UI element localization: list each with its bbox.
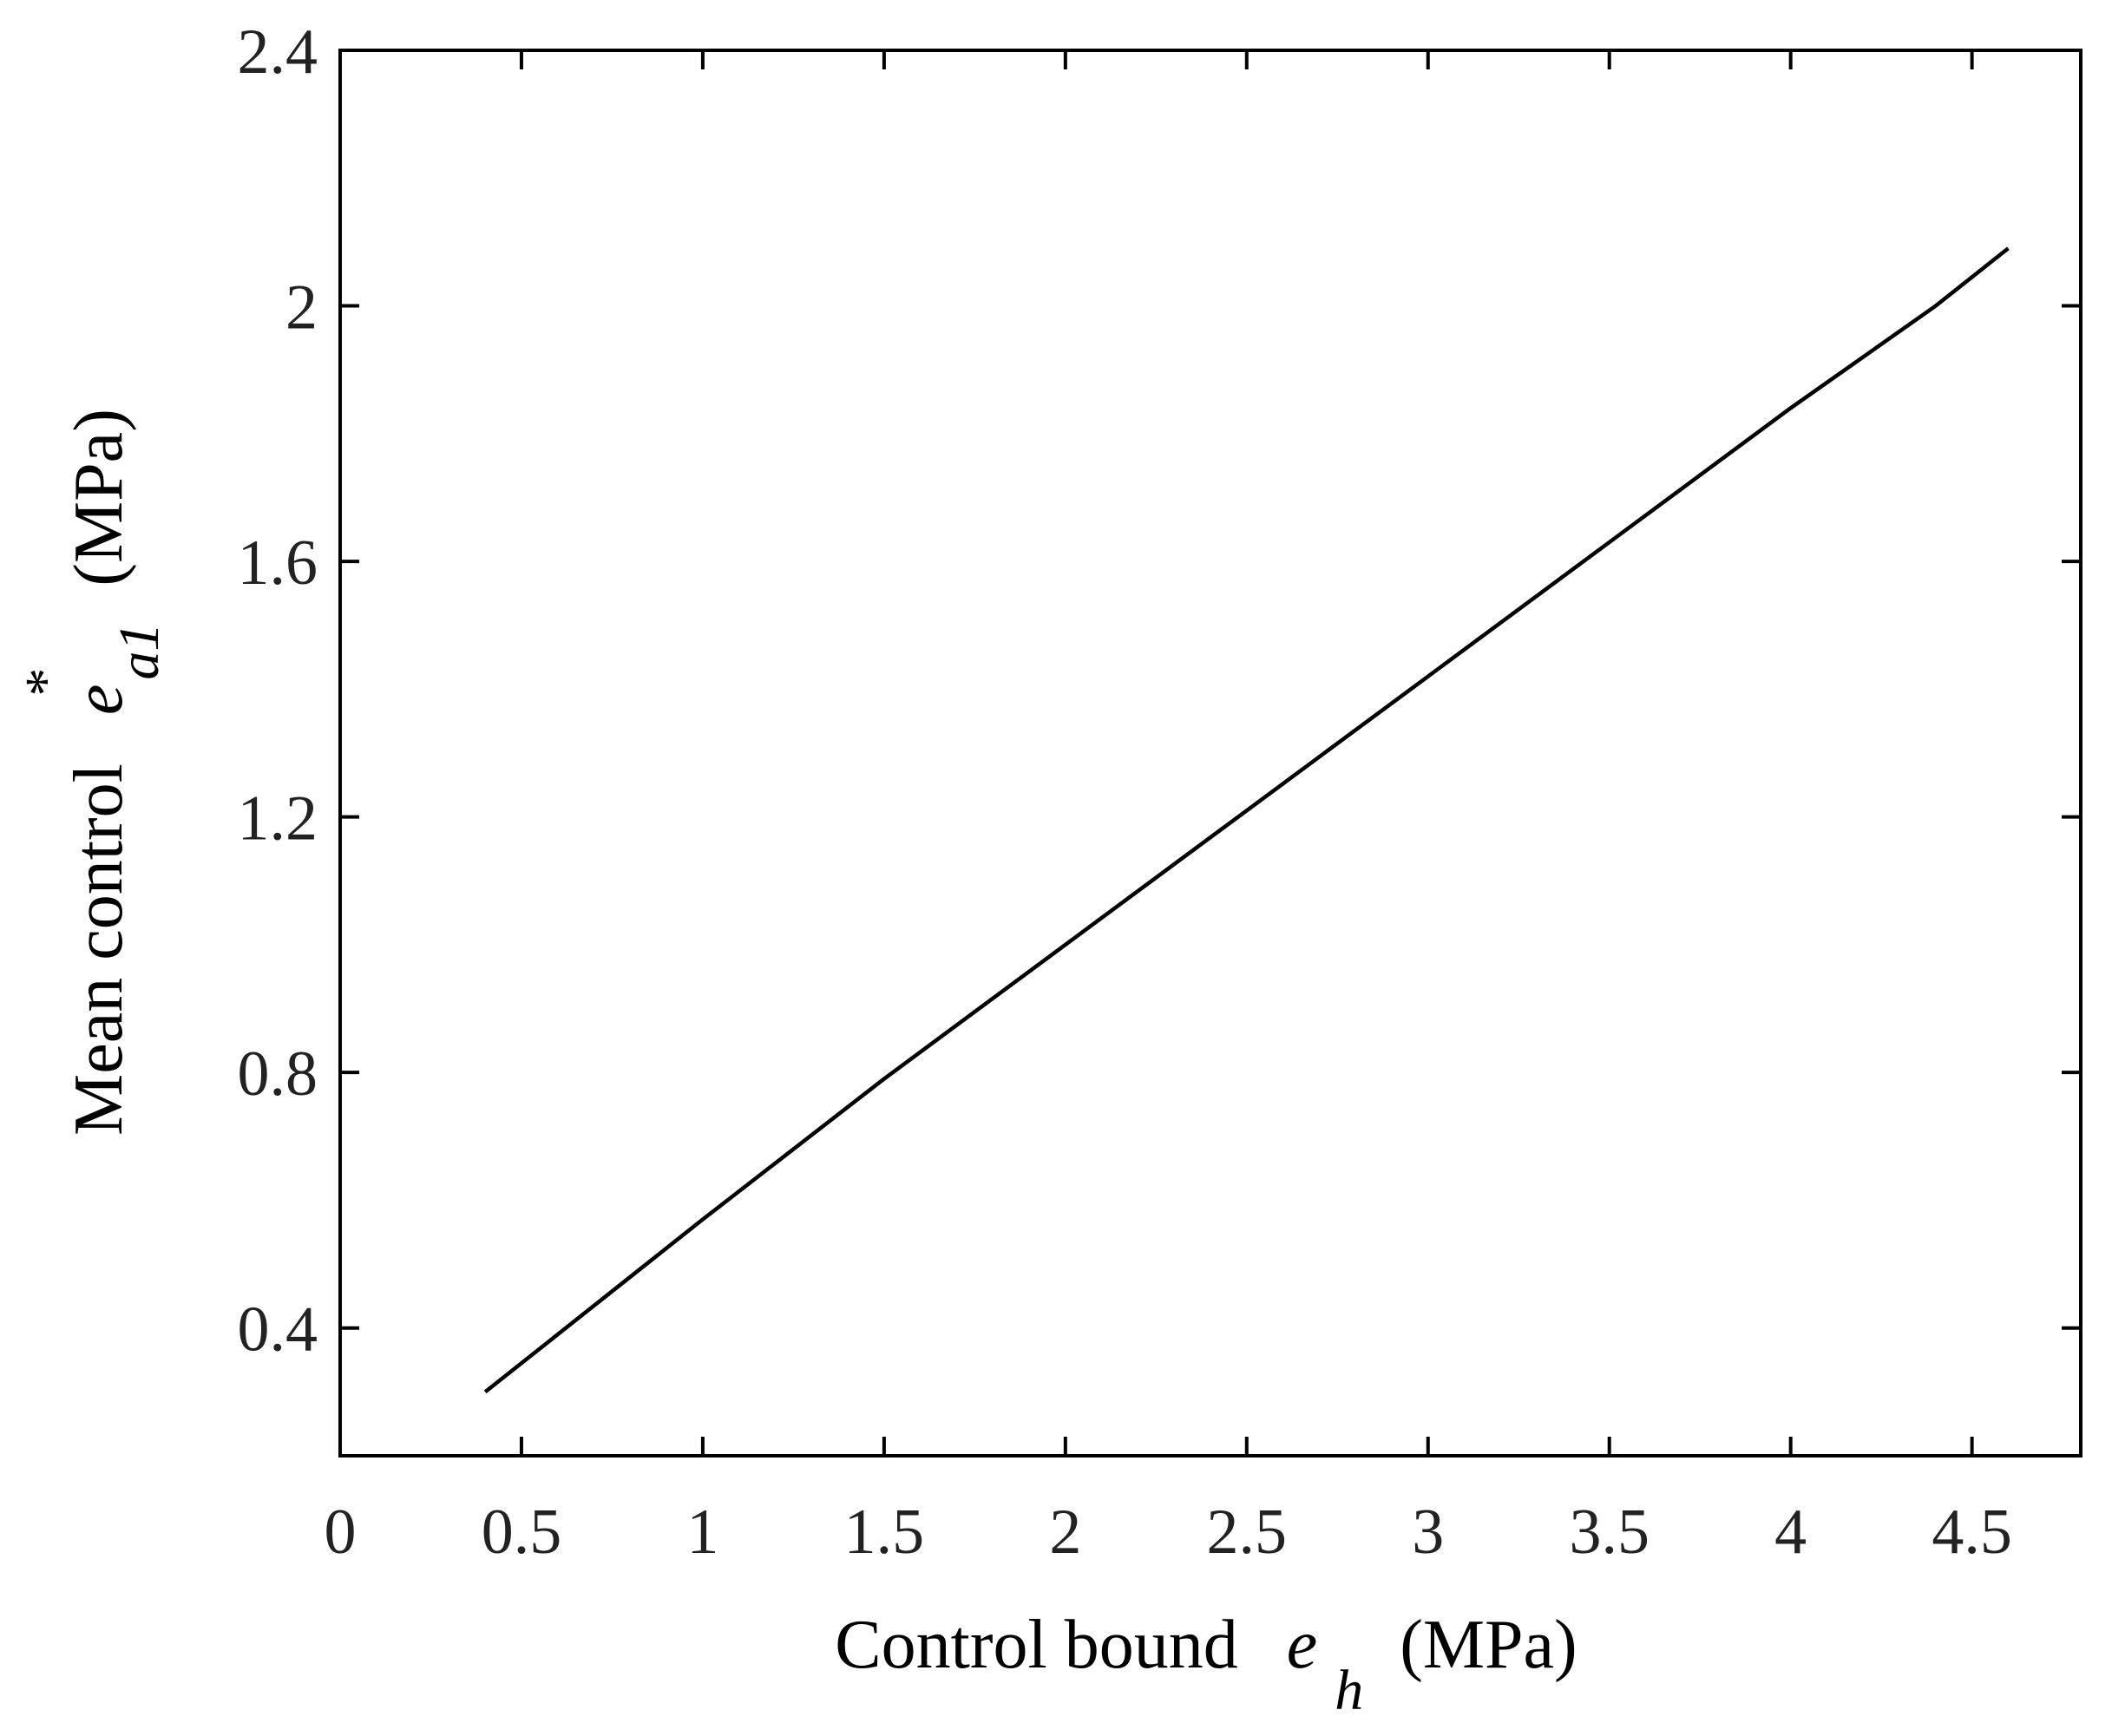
axes-box	[338, 49, 2082, 1458]
y-axis-label-prefix: Mean control	[61, 763, 137, 1136]
ticks	[338, 49, 2081, 1456]
y-axis-label-superscript: *	[14, 668, 77, 697]
x-axis-label-symbol: e	[1287, 1607, 1318, 1683]
x-tick-label: 2.5	[1207, 1497, 1288, 1568]
series-layer	[483, 246, 2010, 1394]
x-axis-label-prefix: Control bound	[835, 1607, 1237, 1683]
y-tick-label: 0.8	[238, 1038, 318, 1110]
x-tick-label: 3	[1412, 1497, 1444, 1568]
tick-labels: 0 0.5 1 1.5 2 2.5 3 3.5 4 4.5 0.4 0.8 1.2 1.6 2 2.4	[238, 16, 2012, 1568]
y-axis-label-symbol: e	[61, 685, 137, 716]
y-tick-label: 1.6	[238, 527, 318, 599]
y-tick-label: 2.4	[238, 16, 318, 88]
y-axis-label-unit: (MPa)	[61, 409, 137, 586]
x-tick-label: 2	[1049, 1497, 1081, 1568]
x-axis-label: Control bound e h (MPa)	[835, 1607, 1577, 1725]
x-axis-label-unit: (MPa)	[1400, 1607, 1577, 1683]
y-axis-label-subscript: a1	[108, 623, 171, 680]
x-tick-label: 1.5	[844, 1497, 925, 1568]
y-tick-label: 0.4	[238, 1294, 318, 1366]
series-line	[483, 246, 2010, 1394]
x-tick-label: 0.5	[482, 1497, 562, 1568]
y-tick-label: 2	[285, 272, 318, 344]
y-tick-label: 1.2	[238, 783, 318, 855]
x-tick-label: 1	[686, 1497, 718, 1568]
x-tick-label: 3.5	[1569, 1497, 1650, 1568]
x-tick-label: 4.5	[1932, 1497, 2012, 1568]
x-tick-label: 0	[325, 1497, 357, 1568]
x-tick-label: 4	[1774, 1497, 1807, 1568]
x-axis-label-subscript: h	[1335, 1659, 1363, 1722]
y-axis-label: Mean control e * a1 (MPa)	[3, 409, 174, 1136]
